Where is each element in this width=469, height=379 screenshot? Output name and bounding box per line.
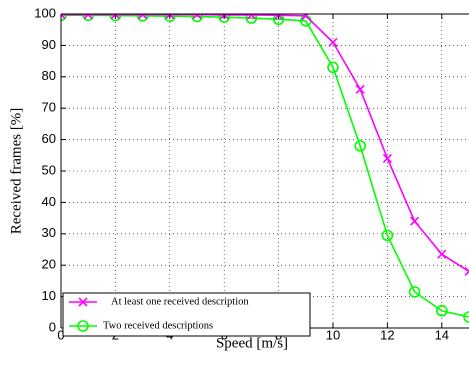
series-layer <box>61 14 469 323</box>
marker-stroke <box>355 84 365 94</box>
y-axis-title: Received frames [%] <box>8 108 24 235</box>
marker-stroke <box>192 14 199 20</box>
marker-stroke <box>246 14 254 20</box>
x-tick-label: 12 <box>380 328 394 343</box>
y-tick-label: 70 <box>42 100 56 115</box>
series-2-point <box>245 14 258 24</box>
series-1-point <box>83 14 93 20</box>
legend-label-series-2: Two received descriptions <box>103 320 213 331</box>
y-tick-label: 20 <box>42 257 56 272</box>
series-2-point <box>164 14 176 22</box>
series-2-point <box>435 304 448 317</box>
legend-marker-symbol <box>77 320 89 332</box>
series-1-point <box>301 14 311 21</box>
series-2-point <box>109 14 122 22</box>
series-2-point <box>354 140 367 152</box>
series-1-line <box>61 14 469 273</box>
legend-box <box>62 292 311 337</box>
series-2-line <box>61 14 469 318</box>
legend-marker-symbol <box>78 297 88 307</box>
series-1-point <box>61 14 66 20</box>
series-1-point <box>355 84 365 94</box>
y-tick-label: 40 <box>42 194 56 209</box>
series-2-point <box>381 229 394 242</box>
legend-label-series-1: At least one received description <box>111 296 249 307</box>
series-1-point <box>437 249 447 259</box>
y-tick-label: 60 <box>42 131 56 146</box>
series-1-point <box>382 153 392 164</box>
marker-stroke <box>437 249 447 259</box>
marker-stroke <box>78 297 88 307</box>
y-tick-label: 0 <box>49 319 56 334</box>
legend: At least one received description Two re… <box>62 292 311 337</box>
y-tick-label: 90 <box>42 37 56 52</box>
series-2-point <box>136 14 149 22</box>
y-tick-label: 100 <box>34 5 56 20</box>
series-2-point <box>463 311 469 323</box>
marker-stroke <box>464 270 469 277</box>
series-1-point <box>464 266 469 277</box>
marker-stroke <box>61 14 66 20</box>
y-tick-label: 80 <box>42 68 56 83</box>
series-2-point <box>191 14 203 23</box>
legend-marker-series-2 <box>77 320 89 332</box>
x-tick-label: 14 <box>435 328 449 343</box>
legend-marker-series-1 <box>78 297 88 307</box>
marker-stroke <box>83 14 90 20</box>
marker-stroke <box>464 266 469 273</box>
marker-stroke <box>382 153 392 164</box>
grid <box>61 14 469 328</box>
series-2-point <box>327 61 339 74</box>
marker-stroke <box>301 14 309 21</box>
y-tick-label: 50 <box>42 162 56 177</box>
y-tick-label: 10 <box>42 288 56 303</box>
series-1-point <box>410 216 420 226</box>
marker-stroke <box>410 216 420 226</box>
series-1-point <box>328 37 338 47</box>
series-1-point <box>138 14 148 20</box>
series-1-point <box>246 14 256 20</box>
series-2-point <box>408 286 421 298</box>
marker-stroke <box>138 14 145 20</box>
x-tick-label: 10 <box>326 328 340 343</box>
series-2-point <box>218 14 230 23</box>
series-1-point <box>192 14 202 20</box>
y-tick-label: 30 <box>42 225 56 240</box>
marker-stroke <box>328 37 338 47</box>
x-tick-label: 0 <box>57 328 64 343</box>
x-axis-title: Speed [m/s] <box>216 335 288 351</box>
